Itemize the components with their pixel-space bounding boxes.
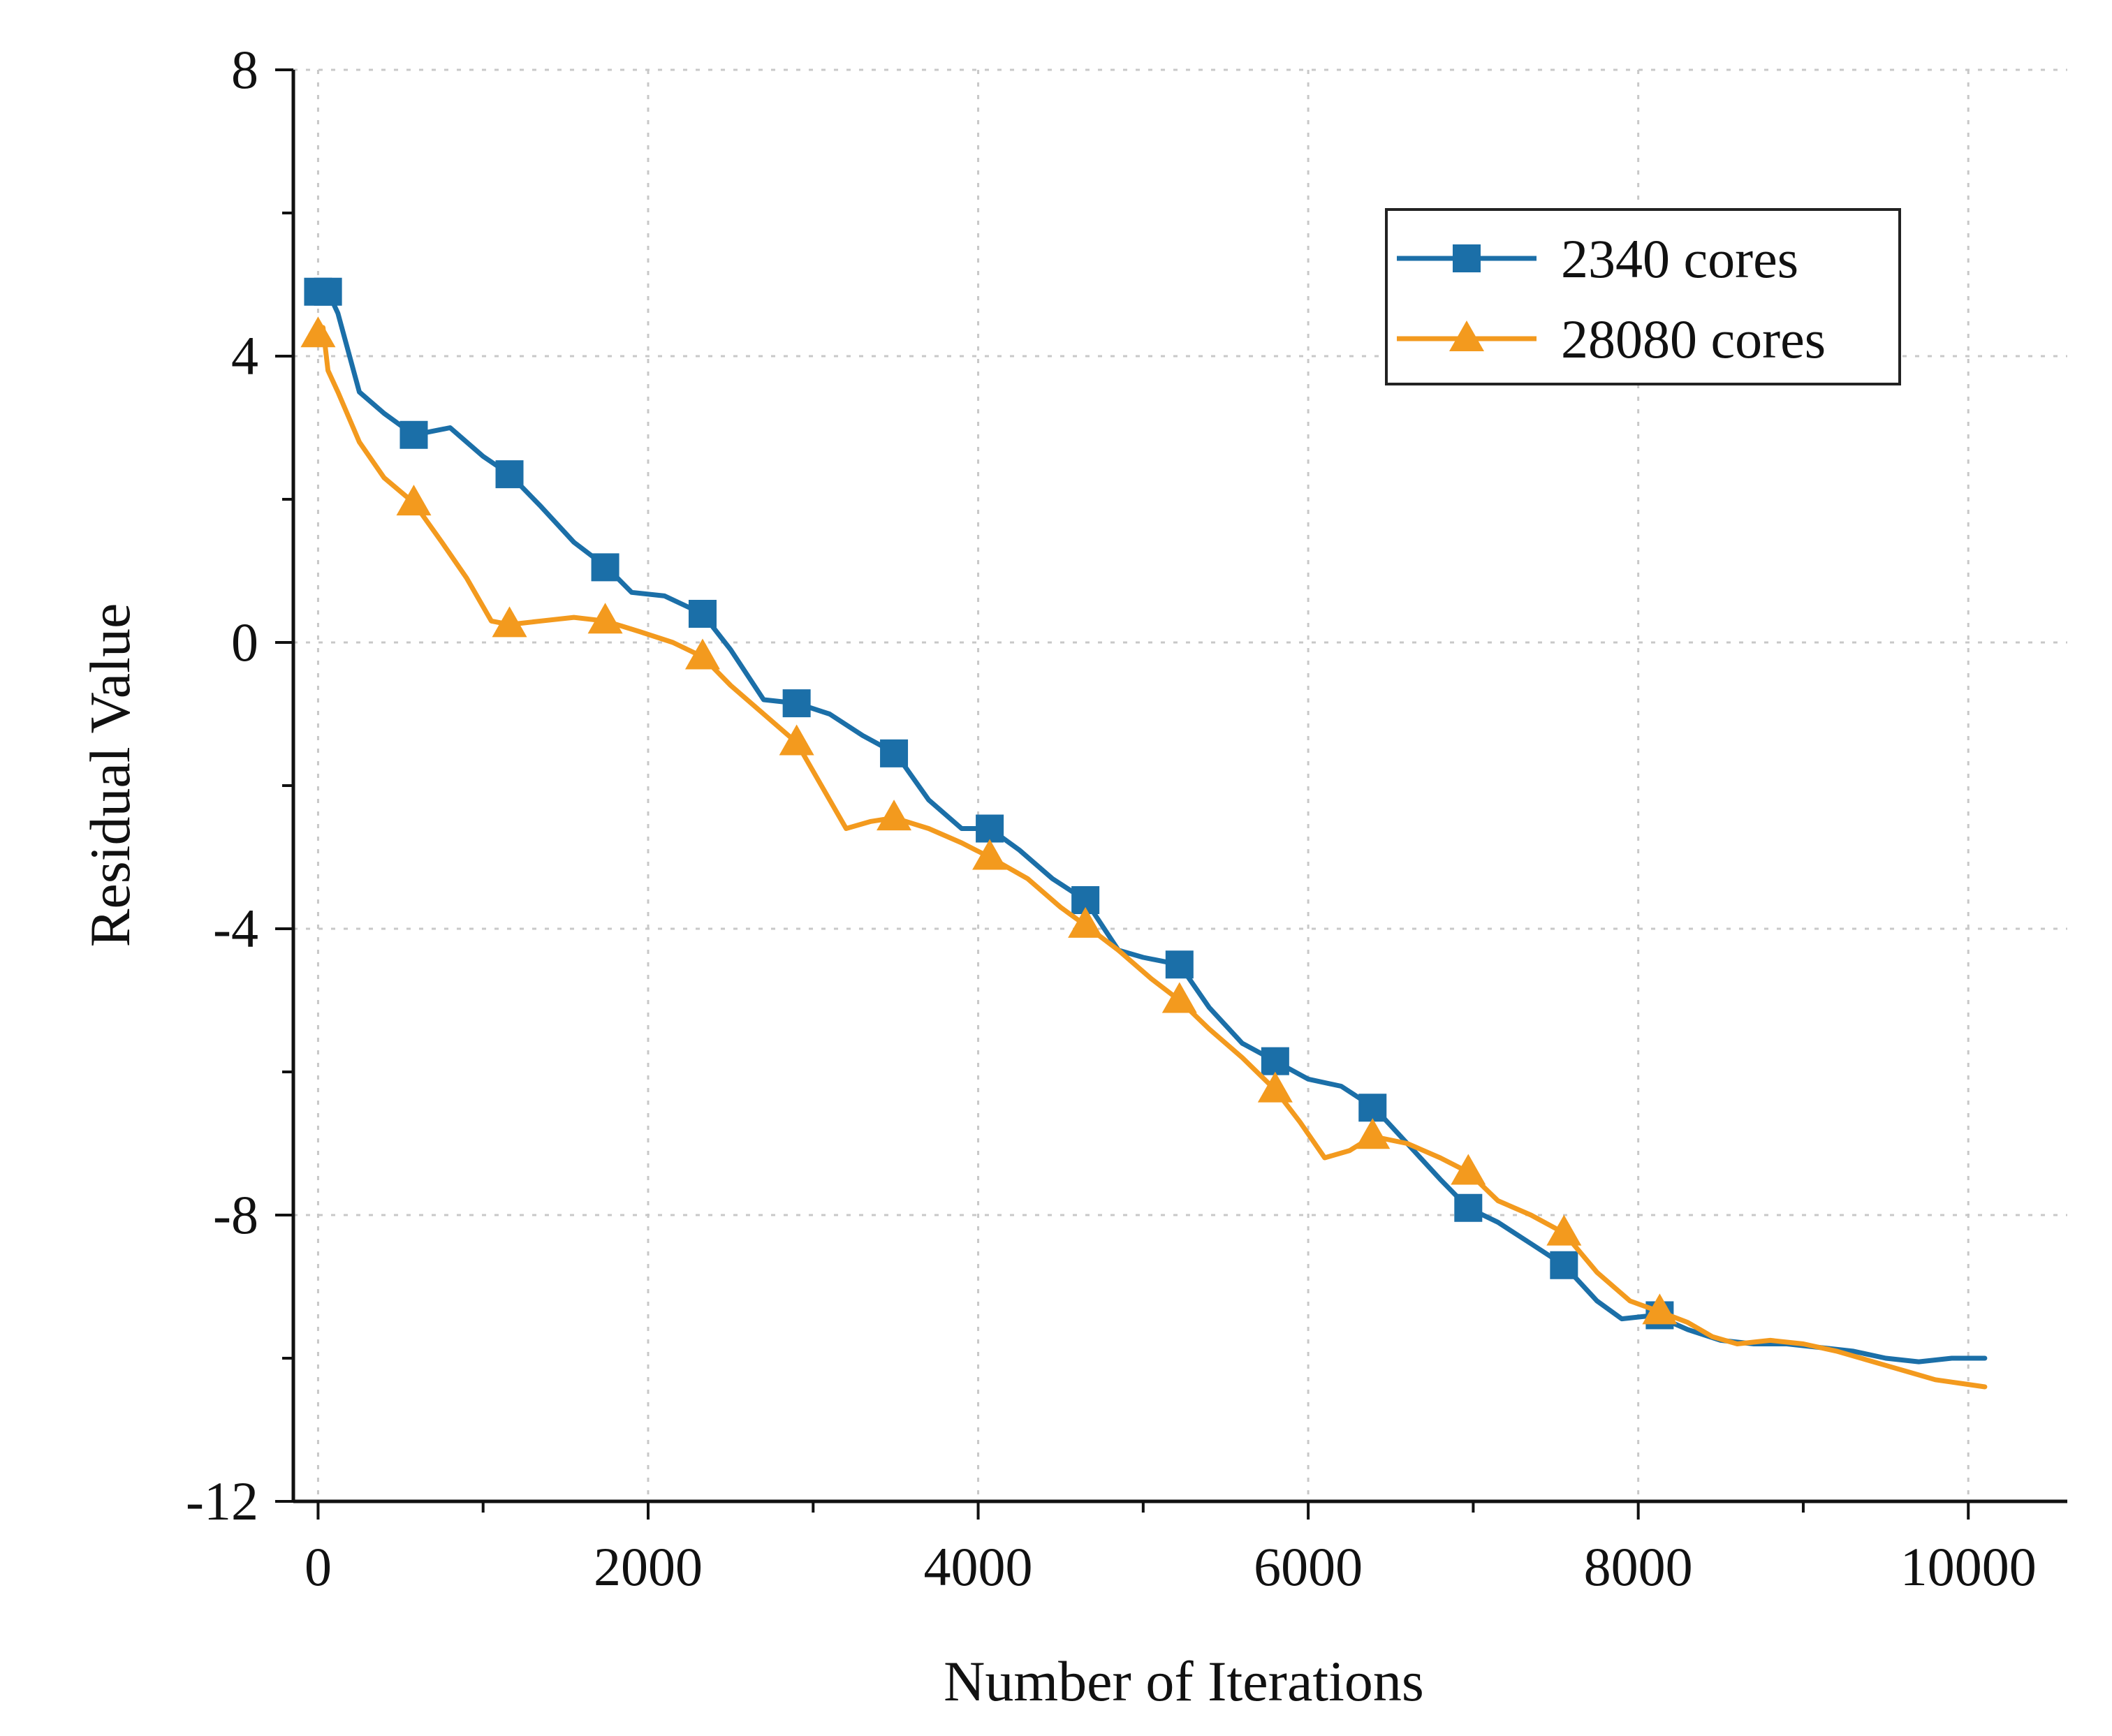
- legend-label-28080-cores: 28080 cores: [1561, 309, 1826, 369]
- data-point-2340-cores: [976, 814, 1004, 843]
- series-28080-cores: [300, 316, 1988, 1390]
- data-point-28080-cores: [1257, 1071, 1293, 1103]
- data-point-28080-cores: [1546, 1214, 1582, 1246]
- data-point-2340-cores: [688, 600, 717, 628]
- x-tick-label: 8000: [1584, 1536, 1693, 1597]
- data-point-2340-cores: [1550, 1251, 1578, 1279]
- data-point-2340-cores: [782, 689, 811, 718]
- series-line-28080-cores: [315, 325, 1988, 1390]
- data-point-28080-cores: [1451, 1154, 1486, 1185]
- x-tick-label: 4000: [924, 1536, 1033, 1597]
- series-line-2340-cores: [315, 289, 1988, 1364]
- x-tick-label: 0: [305, 1536, 332, 1597]
- y-tick-label: -4: [213, 898, 258, 959]
- axes: 0 2000 4000 6000 8000 10000 8 4 0 -4 -8 -12: [186, 39, 2067, 1597]
- y-tick-label: 4: [231, 325, 258, 386]
- data-point-2340-cores: [399, 420, 428, 449]
- legend-label-2340-cores: 2340 cores: [1561, 228, 1798, 289]
- data-point-28080-cores: [972, 839, 1008, 870]
- legend-marker-28080-cores: [1449, 321, 1484, 351]
- data-point-28080-cores: [779, 724, 814, 756]
- data-point-28080-cores: [492, 606, 527, 638]
- data-point-2340-cores: [1454, 1193, 1483, 1222]
- legend: 2340 cores 28080 cores: [1385, 208, 1901, 385]
- data-point-28080-cores: [684, 638, 720, 670]
- x-tick-label: 10000: [1900, 1536, 2037, 1597]
- data-point-28080-cores: [396, 485, 432, 516]
- data-point-28080-cores: [1355, 1118, 1391, 1149]
- legend-box: [1385, 208, 1901, 385]
- data-point-2340-cores: [495, 460, 524, 489]
- data-point-2340-cores: [314, 277, 342, 306]
- data-point-2340-cores: [1165, 950, 1194, 979]
- y-axis-title: Residual Value: [78, 603, 142, 948]
- data-point-2340-cores: [1358, 1094, 1387, 1122]
- series-group: [300, 277, 1988, 1390]
- data-point-28080-cores: [877, 800, 912, 831]
- data-point-28080-cores: [300, 316, 336, 348]
- data-point-28080-cores: [1642, 1293, 1678, 1325]
- data-point-28080-cores: [1161, 982, 1197, 1013]
- data-point-28080-cores: [587, 603, 623, 634]
- legend-marker-2340-cores: [1453, 244, 1481, 272]
- y-tick-label: 8: [231, 39, 258, 100]
- series-2340-cores: [304, 277, 1988, 1364]
- y-tick-label: 0: [231, 612, 258, 672]
- x-tick-label: 6000: [1254, 1536, 1363, 1597]
- x-tick-label: 2000: [594, 1536, 703, 1597]
- x-axis-title: Number of Iterations: [944, 1649, 1424, 1713]
- y-tick-label: -8: [213, 1184, 258, 1245]
- y-tick-label: -12: [186, 1471, 258, 1531]
- data-point-2340-cores: [880, 739, 909, 767]
- data-point-2340-cores: [591, 553, 619, 582]
- data-point-2340-cores: [1261, 1047, 1289, 1075]
- data-point-28080-cores: [1068, 906, 1103, 938]
